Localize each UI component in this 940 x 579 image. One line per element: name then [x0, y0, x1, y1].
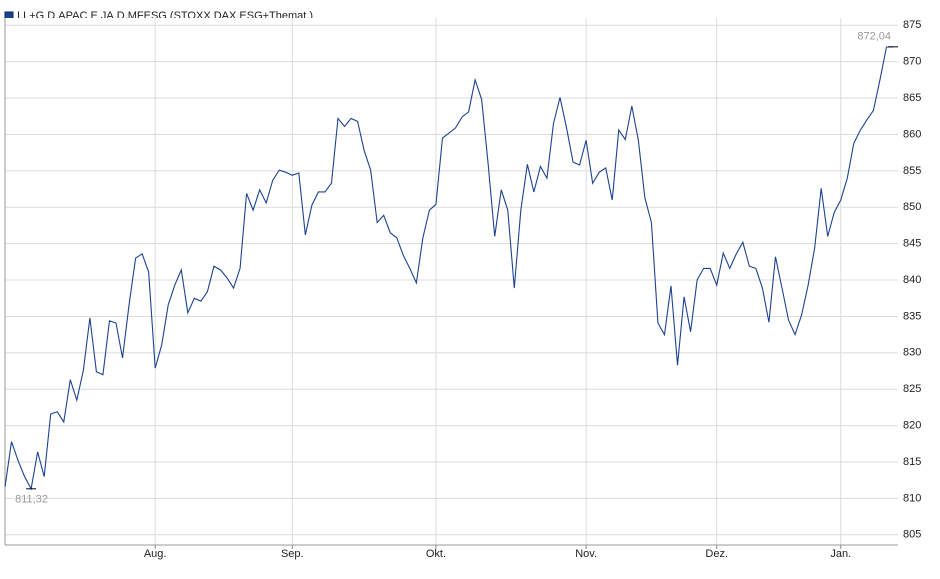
- x-tick-label: Aug.: [144, 548, 167, 560]
- data-line: [4, 46, 894, 491]
- value-label: 811,32: [15, 494, 48, 506]
- y-tick-label: 870: [903, 56, 921, 68]
- y-tick-label: 865: [903, 92, 921, 104]
- y-tick-label: 835: [903, 310, 921, 322]
- x-tick-label: Jan.: [830, 548, 851, 560]
- x-tick-label: Nov.: [575, 548, 597, 560]
- plot-background: [5, 18, 898, 545]
- y-tick-label: 805: [903, 529, 921, 541]
- y-tick-label: 845: [903, 238, 921, 250]
- y-tick-label: 820: [903, 420, 921, 432]
- x-tick-label: Okt.: [426, 548, 446, 560]
- y-tick-label: 875: [903, 19, 921, 31]
- y-tick-label: 855: [903, 165, 921, 177]
- y-tick-label: 815: [903, 456, 921, 468]
- value-label: 872,04: [857, 31, 891, 43]
- y-tick-label: 840: [903, 274, 921, 286]
- x-tick-label: Sep.: [281, 548, 304, 560]
- y-tick-label: 830: [903, 347, 921, 359]
- y-tick-label: 850: [903, 201, 921, 213]
- x-tick-label: Dez.: [705, 548, 728, 560]
- y-tick-label: 825: [903, 383, 921, 395]
- y-tick-label: 860: [903, 128, 921, 140]
- y-tick-label: 810: [903, 492, 921, 504]
